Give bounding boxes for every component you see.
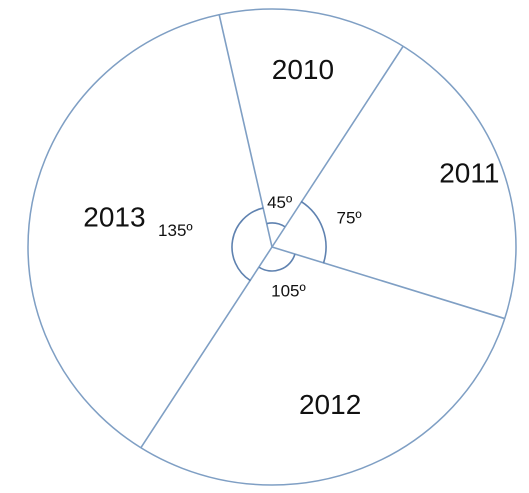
slice-labels: 2010 45º 2011 75º 2012 105º 2013 135º (83, 54, 499, 420)
angle-arc-2012 (258, 253, 296, 272)
angle-arc-2010 (266, 222, 286, 228)
angle-label-2011: 75º (336, 208, 361, 227)
slice-label-2013: 2013 (83, 202, 145, 233)
angle-label-2012: 105º (271, 282, 306, 301)
slice-label-2010: 2010 (272, 54, 334, 85)
slice-label-2012: 2012 (299, 389, 361, 420)
slice-divider (271, 45, 404, 248)
slice-divider (271, 246, 505, 320)
angle-arc-2011 (300, 200, 327, 264)
angle-label-2010: 45º (267, 193, 292, 212)
angle-arcs (231, 200, 327, 282)
angle-label-2013: 135º (158, 221, 193, 240)
slice-label-2011: 2011 (439, 158, 499, 189)
angle-arc-2013 (231, 207, 264, 282)
